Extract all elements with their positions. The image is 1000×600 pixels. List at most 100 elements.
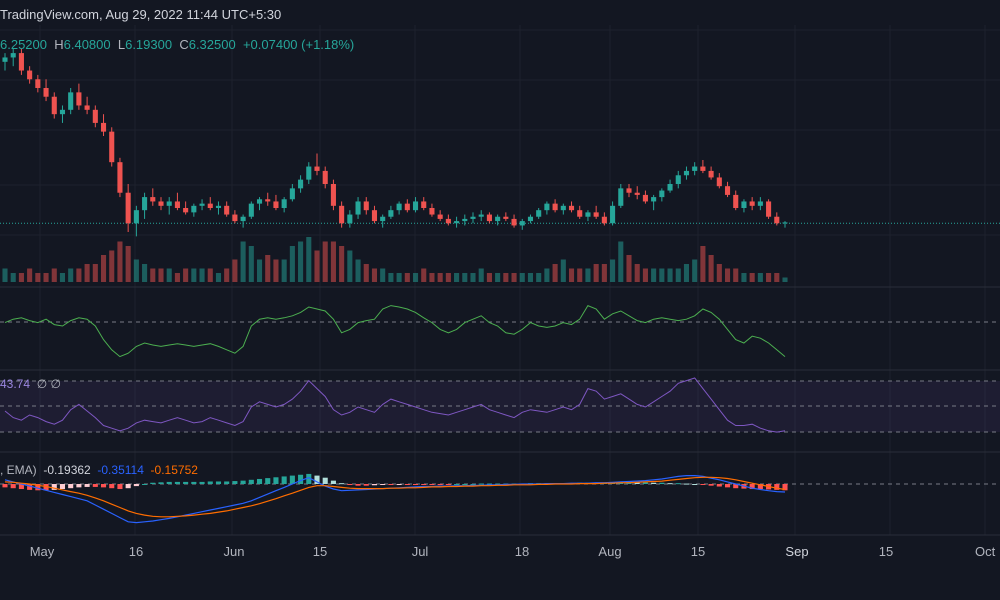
- macd-histogram-bar: [256, 478, 263, 484]
- volume-bar: [560, 259, 566, 282]
- volume-bar: [158, 268, 164, 282]
- volume-bar: [207, 268, 213, 282]
- volume-bar: [568, 268, 575, 282]
- macd-histogram-bar: [142, 484, 148, 485]
- macd-histogram-bar: [109, 484, 115, 489]
- candle: [207, 197, 213, 211]
- macd-histogram-bar: [355, 484, 361, 486]
- candle: [536, 208, 542, 219]
- candle-body: [486, 214, 492, 222]
- candle: [511, 214, 517, 228]
- macd-histogram-bar: [166, 481, 172, 484]
- macd-histogram-bar: [429, 484, 435, 485]
- candle-body: [396, 203, 402, 211]
- candle: [347, 210, 353, 228]
- macd-histogram-bar: [51, 484, 57, 490]
- macd-histogram-bar: [215, 481, 222, 484]
- oscillator-pane: [0, 304, 1000, 358]
- macd-histogram-bar: [232, 481, 238, 484]
- candle: [35, 74, 41, 93]
- macd-histogram-bar: [757, 484, 763, 490]
- volume-bar: [273, 259, 279, 282]
- volume-bar: [84, 264, 90, 282]
- candle-body: [18, 53, 24, 71]
- candle-body: [692, 166, 698, 171]
- candle-body: [207, 203, 213, 208]
- volume-bar: [174, 273, 180, 282]
- candle-body: [536, 210, 542, 217]
- volume-bar: [708, 255, 714, 282]
- macd-histogram-bar: [412, 484, 419, 485]
- volume-bar: [470, 273, 476, 282]
- volume-bar: [675, 268, 681, 282]
- low-key: L: [117, 37, 126, 52]
- volume-bar: [150, 268, 156, 282]
- candle-body: [667, 184, 673, 191]
- high-value: 6.40800: [63, 37, 111, 52]
- macd-histogram-bar: [273, 477, 279, 484]
- rsi-visibility-icons[interactable]: ∅ ∅: [36, 377, 61, 391]
- candle: [610, 201, 616, 226]
- candle-body: [700, 166, 706, 171]
- macd-histogram-bar: [100, 484, 107, 488]
- candle: [470, 212, 476, 224]
- candle-body: [117, 162, 123, 193]
- candle-body: [27, 70, 33, 80]
- candle: [757, 197, 763, 211]
- candle-body: [35, 79, 41, 88]
- candle-body: [100, 122, 107, 132]
- macd-histogram-bar: [183, 481, 189, 484]
- candle-body: [675, 175, 681, 184]
- source-text: TradingView.com, Aug 29, 2022 11:44 UTC+…: [0, 7, 282, 22]
- candle-body: [133, 210, 139, 224]
- volume-bar: [76, 268, 82, 282]
- macd-histogram-bar: [495, 483, 501, 485]
- macd-histogram-bar: [478, 483, 484, 485]
- volume-bar: [183, 268, 189, 282]
- candle: [560, 203, 566, 215]
- candle-body: [142, 197, 148, 211]
- candle-body: [150, 197, 156, 202]
- candle: [10, 48, 16, 67]
- candle-body: [519, 221, 525, 226]
- macd-histogram-bar: [117, 484, 123, 490]
- volume-bar: [166, 268, 172, 282]
- volume-bar: [716, 264, 722, 282]
- volume-bar: [462, 273, 468, 282]
- candle: [667, 179, 673, 193]
- candle: [412, 197, 419, 213]
- volume-bar: [2, 268, 8, 282]
- candle-body: [109, 131, 115, 163]
- volume-bar: [347, 250, 353, 282]
- volume-bar: [724, 268, 731, 282]
- macd-histogram-bar: [2, 484, 8, 488]
- x-tick-label: 15: [312, 544, 328, 559]
- candle: [100, 114, 107, 136]
- candle: [59, 105, 66, 123]
- candle-body: [478, 214, 484, 217]
- macd-histogram-bar: [733, 484, 739, 489]
- candle: [371, 205, 378, 224]
- candle-body: [593, 212, 599, 217]
- candle: [716, 173, 722, 189]
- candle-body: [125, 192, 131, 224]
- candle-body: [322, 170, 328, 184]
- candle-body: [708, 170, 714, 178]
- volume-bar: [626, 255, 632, 282]
- volume-bar: [68, 268, 74, 282]
- macd-histogram-bar: [265, 478, 271, 484]
- volume-bar: [749, 273, 755, 282]
- volume-bar: [683, 264, 690, 282]
- pane-separators: [0, 286, 1000, 536]
- candle-body: [577, 210, 583, 217]
- macd-histogram-bar: [281, 476, 287, 484]
- volume-bar: [651, 268, 657, 282]
- high-key: H: [54, 37, 64, 52]
- macd-histogram-bar: [76, 484, 82, 488]
- candle-body: [601, 216, 607, 224]
- close-key: C: [179, 37, 189, 52]
- candle: [437, 210, 443, 222]
- volume-bar: [454, 273, 460, 282]
- candle-body: [314, 166, 320, 171]
